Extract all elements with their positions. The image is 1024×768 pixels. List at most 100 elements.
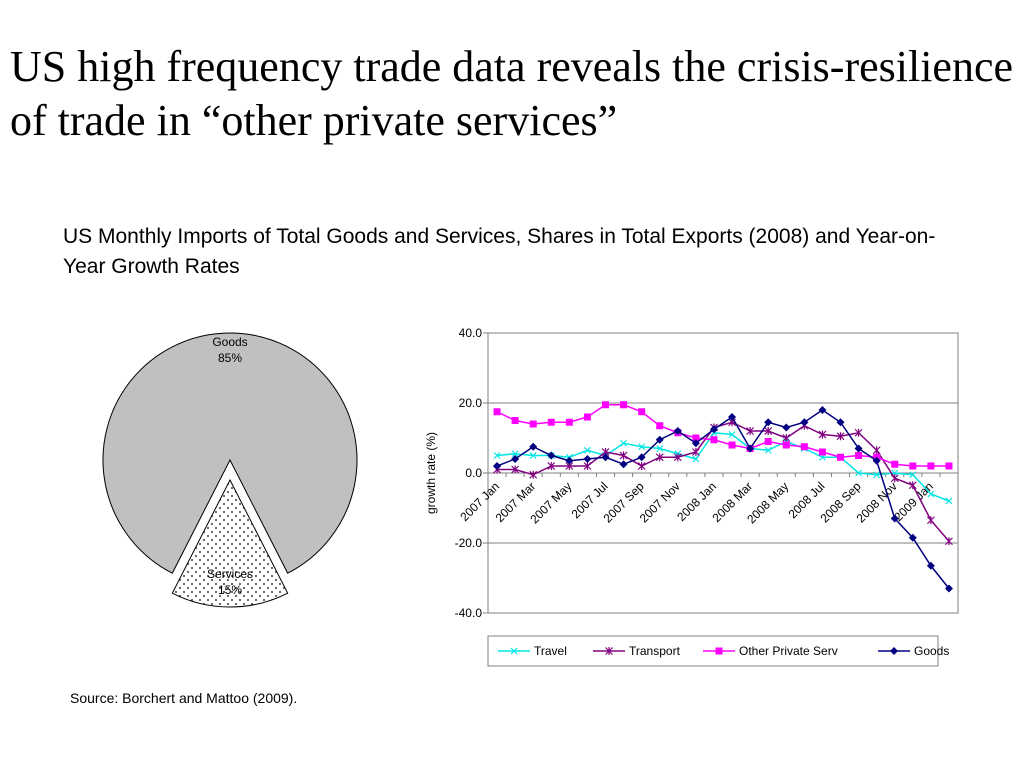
data-point-other-private-serv (511, 417, 519, 424)
data-point-transport (746, 427, 755, 435)
source-note: Source: Borchert and Mattoo (2009). (70, 690, 298, 706)
data-point-other-private-serv (710, 436, 718, 444)
y-tick-label: -20.0 (455, 536, 483, 550)
data-point-travel (728, 431, 736, 438)
pie-slice-services (171, 478, 289, 608)
data-point-transport (854, 428, 863, 437)
pie-slice-goods (102, 332, 358, 574)
legend-marker-goods (890, 647, 898, 655)
legend-marker-travel (510, 647, 518, 655)
data-point-goods (493, 462, 502, 470)
data-point-travel (909, 471, 917, 479)
data-point-other-private-serv (945, 462, 953, 470)
data-point-transport (945, 537, 953, 546)
data-point-travel (511, 450, 519, 458)
data-point-transport (619, 451, 628, 460)
data-point-transport (673, 453, 682, 462)
data-point-transport (583, 462, 592, 470)
y-tick-label: 20.0 (459, 396, 483, 410)
data-point-other-private-serv (855, 452, 863, 459)
data-point-goods (926, 561, 935, 570)
data-point-goods (782, 423, 791, 432)
data-point-travel (692, 455, 700, 463)
data-point-transport (547, 462, 556, 470)
data-point-travel (855, 469, 863, 477)
data-point-goods (691, 439, 700, 448)
data-point-goods (637, 453, 646, 462)
data-point-travel (529, 452, 537, 459)
series-goods (493, 406, 953, 593)
data-point-transport (782, 434, 791, 442)
data-point-goods (511, 455, 520, 463)
data-point-other-private-serv (493, 408, 501, 416)
data-point-other-private-serv (638, 408, 646, 416)
data-point-other-private-serv (547, 418, 555, 426)
data-point-goods (836, 418, 845, 427)
pie-label-goods: Goods (212, 335, 247, 349)
data-point-transport (926, 516, 935, 525)
data-point-other-private-serv (583, 413, 591, 421)
data-point-goods (655, 435, 664, 444)
data-point-goods (728, 413, 737, 421)
pie-label-services: Services (207, 567, 253, 581)
data-point-travel (764, 446, 772, 454)
data-point-goods (619, 460, 628, 469)
data-point-transport (818, 430, 827, 439)
pie-chart: Services 15% Goods 85% (102, 332, 358, 608)
data-point-goods (601, 453, 610, 462)
legend-label-goods: Goods (914, 644, 949, 658)
data-point-travel (583, 446, 591, 454)
data-point-other-private-serv (927, 462, 935, 470)
data-point-transport (872, 446, 881, 455)
data-point-goods (818, 406, 827, 414)
data-point-travel (873, 471, 881, 479)
data-point-transport (511, 465, 520, 474)
data-point-other-private-serv (620, 401, 628, 409)
data-point-travel (638, 443, 646, 451)
legend-marker-other-private-serv (715, 647, 723, 655)
data-point-transport (764, 427, 773, 435)
legend-marker-transport (605, 647, 613, 655)
data-point-travel (493, 452, 501, 459)
legend-label-other-private-serv: Other Private Serv (739, 644, 838, 658)
data-point-travel (927, 490, 935, 498)
data-point-other-private-serv (529, 420, 537, 428)
chart-subtitle: US Monthly Imports of Total Goods and Se… (63, 225, 936, 278)
data-point-other-private-serv (656, 422, 664, 430)
data-point-other-private-serv (909, 462, 917, 470)
data-point-other-private-serv (728, 441, 736, 449)
slide-title: US high frequency trade data reveals the… (10, 42, 1014, 145)
series-transport (493, 418, 953, 546)
data-point-goods (565, 456, 574, 465)
data-point-goods (764, 418, 773, 427)
data-point-goods (872, 456, 881, 465)
data-point-goods (529, 442, 538, 451)
data-point-other-private-serv (602, 401, 609, 409)
series-line-travel (496, 431, 950, 502)
data-point-goods (746, 444, 755, 453)
legend-item-travel: Travel (498, 644, 567, 658)
y-axis-label: growth rate (%) (424, 432, 438, 514)
y-tick-label: -40.0 (455, 606, 483, 620)
legend-item-transport: Transport (593, 644, 681, 658)
data-point-transport (890, 474, 899, 483)
data-point-travel (945, 497, 953, 505)
data-point-travel (620, 439, 628, 447)
data-point-goods (583, 455, 592, 463)
data-point-transport (691, 448, 700, 456)
data-point-other-private-serv (891, 460, 899, 468)
data-point-goods (854, 444, 863, 453)
legend-label-transport: Transport (629, 644, 681, 658)
legend-label-travel: Travel (534, 644, 567, 658)
data-point-other-private-serv (837, 453, 844, 461)
pie-value-goods: 85% (218, 351, 242, 365)
legend-item-other-private-serv: Other Private Serv (703, 644, 838, 658)
data-point-other-private-serv (565, 418, 573, 426)
data-point-goods (944, 584, 953, 593)
y-tick-label: 40.0 (459, 326, 483, 340)
data-point-goods (908, 533, 917, 542)
data-point-transport (908, 481, 917, 490)
data-point-other-private-serv (692, 434, 700, 442)
data-point-travel (656, 445, 664, 452)
